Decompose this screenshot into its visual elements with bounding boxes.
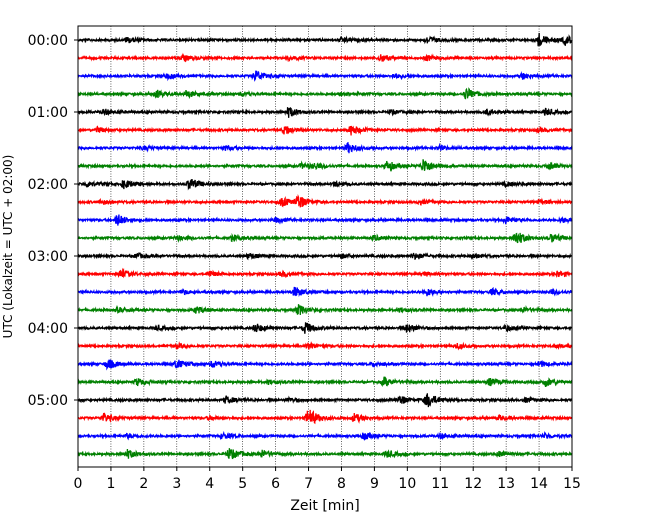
x-axis-label: Zeit [min] <box>290 498 359 514</box>
trace-0200 <box>77 178 573 191</box>
grid-lines <box>110 26 540 467</box>
x-tick-label-12: 12 <box>464 476 482 492</box>
x-tick-label-7: 7 <box>304 476 313 492</box>
x-tick-label-9: 9 <box>370 476 379 492</box>
trace-0230 <box>77 214 573 226</box>
x-tick-label-8: 8 <box>337 476 346 492</box>
x-tick-label-1: 1 <box>106 476 115 492</box>
trace-0145 <box>77 159 573 172</box>
y-tick-label-0000: 00:00 <box>28 33 68 49</box>
y-tick-label-0200: 02:00 <box>28 177 68 193</box>
x-tick-label-3: 3 <box>172 476 181 492</box>
trace-0100 <box>77 107 573 118</box>
trace-0115 <box>77 125 573 136</box>
trace-0345 <box>77 304 573 315</box>
trace-0315 <box>77 267 573 279</box>
trace-0330 <box>77 286 573 298</box>
x-tick-label-10: 10 <box>398 476 416 492</box>
x-tick-label-2: 2 <box>139 476 148 492</box>
trace-0130 <box>77 142 573 154</box>
y-axis-ticks: 00:00 01:00 02:00 03:00 04:00 05:00 <box>28 33 78 409</box>
trace-0515 <box>77 409 573 425</box>
trace-0530 <box>77 430 573 441</box>
x-tick-label-14: 14 <box>530 476 548 492</box>
trace-0400 <box>77 322 573 334</box>
x-tick-label-13: 13 <box>497 476 515 492</box>
trace-0500 <box>77 393 573 408</box>
seismogram-traces <box>77 32 573 460</box>
y-axis-label: UTC (Lokalzeit = UTC + 02:00) <box>1 155 15 339</box>
trace-0430 <box>77 359 573 371</box>
x-tick-label-11: 11 <box>431 476 449 492</box>
trace-0445 <box>77 376 573 388</box>
y-tick-label-0400: 04:00 <box>28 321 68 337</box>
trace-0245 <box>77 232 573 244</box>
y-tick-label-0300: 03:00 <box>28 249 68 265</box>
trace-0030 <box>77 70 573 82</box>
y-tick-label-0500: 05:00 <box>28 393 68 409</box>
plot-frame <box>77 25 573 468</box>
x-tick-label-4: 4 <box>205 476 214 492</box>
trace-0045 <box>77 87 573 100</box>
trace-0300 <box>77 252 573 261</box>
trace-0015 <box>77 52 573 63</box>
trace-0545 <box>77 448 573 460</box>
x-tick-label-6: 6 <box>271 476 280 492</box>
trace-0000 <box>77 32 573 47</box>
trace-0215 <box>77 194 573 208</box>
x-tick-label-15: 15 <box>563 476 581 492</box>
x-axis-ticks: 0 1 2 3 4 5 6 7 8 9 10 11 12 13 14 15 <box>74 467 581 492</box>
x-tick-label-0: 0 <box>74 476 83 492</box>
x-tick-label-5: 5 <box>238 476 247 492</box>
y-tick-label-0100: 01:00 <box>28 105 68 121</box>
trace-0415 <box>77 341 573 351</box>
